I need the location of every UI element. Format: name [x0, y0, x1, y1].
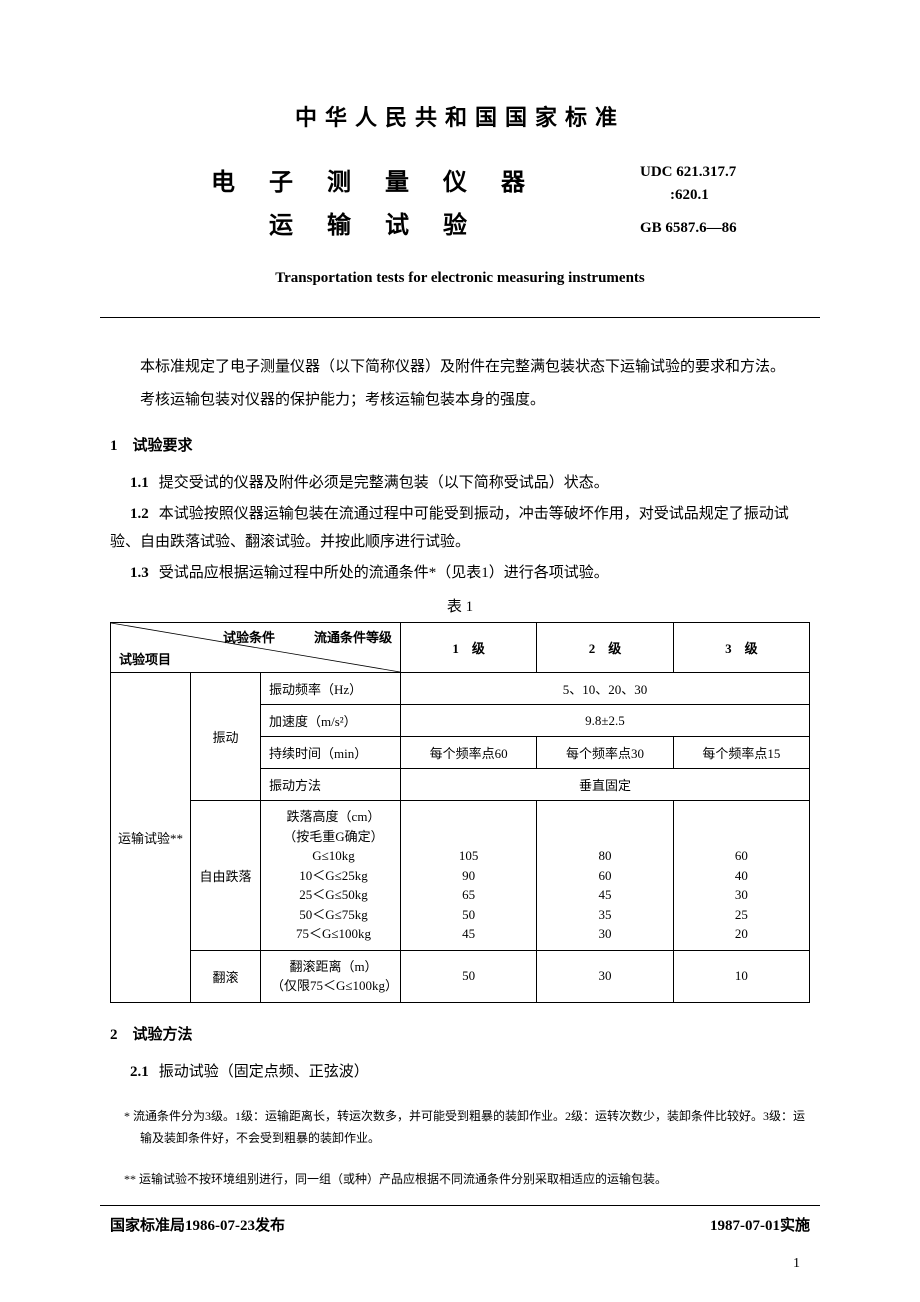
header-row: 电 子 测 量 仪 器 运 输 试 验 UDC 621.317.7 :620.1…	[110, 162, 810, 260]
item-2-1-num: 2.1	[130, 1064, 149, 1080]
codes-block: UDC 621.317.7 :620.1 GB 6587.6—86	[640, 162, 810, 239]
doc-title-block: 电 子 测 量 仪 器 运 输 试 验	[110, 162, 640, 260]
udc-code-2: :620.1	[640, 185, 810, 206]
en-title: Transportation tests for electronic meas…	[110, 270, 810, 287]
col-level-1: 1 级	[401, 623, 537, 673]
item-1-1: 1.1 提交受试的仪器及附件必须是完整满包装（以下简称受试品）状态。	[110, 469, 810, 498]
gb-code: GB 6587.6—86	[640, 218, 810, 239]
vibration-label: 振动	[191, 673, 261, 801]
drop-vals-1: 10590655045	[401, 801, 537, 951]
vib-method-val: 垂直固定	[401, 769, 810, 801]
diag-header: 试验条件 流通条件等级 试验项目	[111, 623, 401, 673]
footnote-1: * 流通条件分为3级。1级：运输距离长，转运次数多，并可能受到粗暴的装卸作业。2…	[110, 1106, 810, 1149]
vib-accel-label: 加速度（m/s²）	[261, 705, 401, 737]
item-1-3: 1.3 受试品应根据运输过程中所处的流通条件*（见表1）进行各项试验。	[110, 559, 810, 588]
page-number: 1	[793, 1256, 800, 1272]
table-row: 运输试验** 振动 振动频率（Hz） 5、10、20、30	[111, 673, 810, 705]
vib-method-label: 振动方法	[261, 769, 401, 801]
roll-v1: 50	[401, 950, 537, 1002]
footer-right: 1987-07-01实施	[710, 1214, 810, 1235]
table-row: 自由跌落 跌落高度（cm）（按毛重G确定）G≤10kg10＜G≤25kg25＜G…	[111, 801, 810, 951]
roll-param: 翻滚距离（m）（仅限75＜G≤100kg）	[261, 950, 401, 1002]
table-header-row: 试验条件 流通条件等级 试验项目 1 级 2 级 3 级	[111, 623, 810, 673]
table-caption: 表 1	[110, 595, 810, 616]
item-1-3-num: 1.3	[130, 565, 149, 581]
table-row: 翻滚 翻滚距离（m）（仅限75＜G≤100kg） 50 30 10	[111, 950, 810, 1002]
item-1-2-num: 1.2	[130, 506, 149, 522]
org-title: 中华人民共和国国家标准	[110, 100, 810, 132]
footnote-2: ** 运输试验不按环境组别进行，同一组（或种）产品应根据不同流通条件分别采取相适…	[110, 1169, 810, 1191]
drop-vals-2: 8060453530	[537, 801, 673, 951]
item-2-1: 2.1 振动试验（固定点频、正弦波）	[110, 1058, 810, 1087]
drop-label: 自由跌落	[191, 801, 261, 951]
item-1-2: 1.2本试验按照仪器运输包装在流通过程中可能受到振动，冲击等破坏作用，对受试品规…	[110, 500, 810, 557]
item-1-2-text: 本试验按照仪器运输包装在流通过程中可能受到振动，冲击等破坏作用，对受试品规定了振…	[110, 506, 789, 551]
vib-dur-2: 每个频率点30	[537, 737, 673, 769]
roll-v3: 10	[673, 950, 809, 1002]
col-level-3: 3 级	[673, 623, 809, 673]
vib-dur-label: 持续时间（min）	[261, 737, 401, 769]
main-table: 试验条件 流通条件等级 试验项目 1 级 2 级 3 级 运输试验** 振动 振…	[110, 622, 810, 1003]
vib-accel-val: 9.8±2.5	[401, 705, 810, 737]
footer-row: 国家标准局1986-07-23发布 1987-07-01实施	[110, 1214, 810, 1235]
diag-top-label: 试验条件 流通条件等级	[223, 627, 392, 646]
item-1-1-num: 1.1	[130, 475, 149, 491]
diag-bot-label: 试验项目	[119, 649, 171, 668]
roll-v2: 30	[537, 950, 673, 1002]
vib-dur-1: 每个频率点60	[401, 737, 537, 769]
footer-rule	[100, 1205, 820, 1206]
item-1-1-text: 提交受试的仪器及附件必须是完整满包装（以下简称受试品）状态。	[159, 475, 609, 491]
test-group: 运输试验**	[111, 673, 191, 1003]
item-2-1-text: 振动试验（固定点频、正弦波）	[159, 1064, 369, 1080]
col-level-2: 2 级	[537, 623, 673, 673]
roll-label: 翻滚	[191, 950, 261, 1002]
vib-freq-val: 5、10、20、30	[401, 673, 810, 705]
intro-para-1: 本标准规定了电子测量仪器（以下简称仪器）及附件在完整满包装状态下运输试验的要求和…	[110, 353, 810, 382]
doc-title: 电 子 测 量 仪 器	[110, 162, 640, 197]
section-1-title: 1 试验要求	[110, 434, 810, 455]
doc-subtitle: 运 输 试 验	[110, 205, 640, 240]
vib-freq-label: 振动频率（Hz）	[261, 673, 401, 705]
drop-params: 跌落高度（cm）（按毛重G确定）G≤10kg10＜G≤25kg25＜G≤50kg…	[261, 801, 401, 951]
drop-vals-3: 6040302520	[673, 801, 809, 951]
footer-left: 国家标准局1986-07-23发布	[110, 1214, 285, 1235]
vib-dur-3: 每个频率点15	[673, 737, 809, 769]
section-2-title: 2 试验方法	[110, 1023, 810, 1044]
intro-para-2: 考核运输包装对仪器的保护能力；考核运输包装本身的强度。	[110, 386, 810, 415]
item-1-3-text: 受试品应根据运输过程中所处的流通条件*（见表1）进行各项试验。	[159, 565, 609, 581]
udc-code-1: UDC 621.317.7	[640, 162, 810, 183]
header-rule	[100, 317, 820, 318]
